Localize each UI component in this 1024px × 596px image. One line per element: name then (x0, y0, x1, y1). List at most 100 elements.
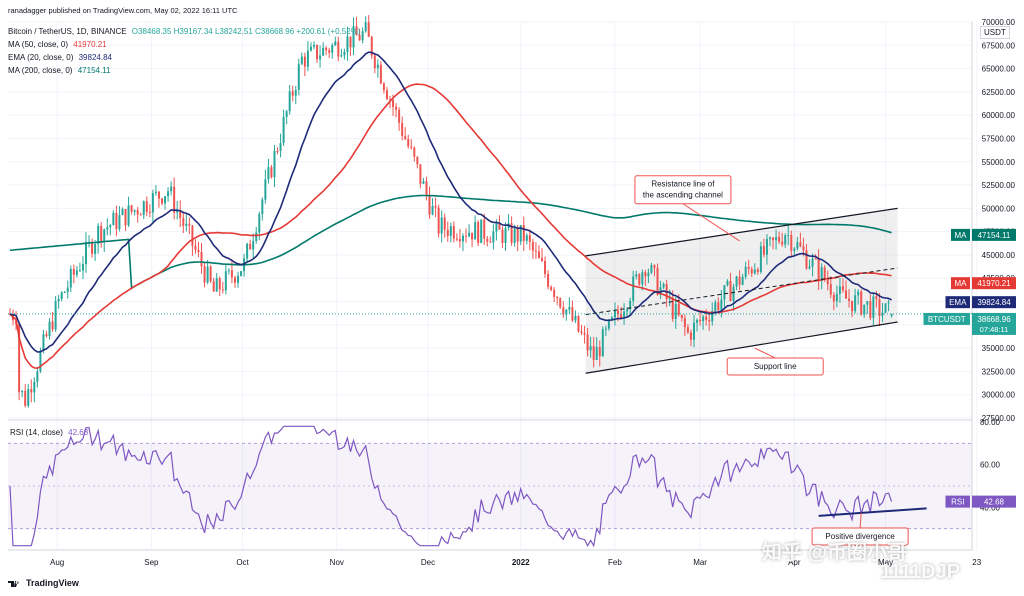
candle-body (215, 278, 218, 292)
currency-selector[interactable]: USDT (980, 26, 1010, 39)
ma50-value: 41970.21 (73, 40, 107, 49)
candle-body (267, 167, 270, 180)
candle-body (33, 381, 36, 393)
mid-channel-line (585, 267, 898, 316)
y-tick-label: 45000.00 (982, 251, 1016, 260)
candle-body (367, 22, 370, 37)
candle-body (264, 179, 267, 200)
support-callout-text: Support line (754, 362, 797, 371)
candle-body (36, 371, 39, 382)
candle-body (103, 229, 106, 242)
candle-body (541, 258, 543, 261)
rsi-line (9, 425, 893, 548)
candle-body (875, 296, 878, 300)
candle-body (729, 281, 732, 302)
candle-body (340, 55, 343, 57)
candle-body (559, 298, 562, 308)
candle-body (574, 315, 577, 321)
x-tick-label: 2022 (512, 558, 530, 567)
candle-body (586, 334, 589, 351)
candle-body (480, 219, 483, 243)
x-tick-label: Nov (330, 558, 344, 567)
candle-body (370, 36, 373, 56)
candle-body (474, 222, 477, 240)
candle-body (778, 236, 781, 242)
candle-body (385, 90, 388, 100)
candle-body (151, 193, 154, 213)
candle-body (468, 232, 471, 237)
candle-body (851, 300, 854, 312)
candle-body (784, 235, 787, 245)
candle-body (653, 265, 656, 268)
x-tick-label: 23 (972, 558, 981, 567)
candle-body (21, 390, 24, 393)
candle-body (300, 56, 303, 65)
watermark-line1: 知乎 @币圈小哥 (762, 542, 908, 564)
candle-body (647, 272, 650, 277)
candle-body (884, 303, 887, 313)
candle-body (793, 248, 796, 251)
ohlc-line: Bitcoin / TetherUS, 1D, BINANCE O38468.3… (8, 27, 360, 36)
support-callout-pointer (754, 347, 776, 359)
candle-body (519, 225, 522, 242)
candle-body (829, 284, 832, 295)
candle-body (416, 156, 419, 165)
candle-body (97, 225, 100, 244)
candle-body (85, 241, 87, 265)
candle-body (30, 389, 33, 393)
ema20-legend[interactable]: EMA (20, close, 0) 39824.84 (8, 53, 112, 62)
candle-body (197, 249, 200, 252)
candle-body (568, 307, 571, 310)
price-badge-tag-label: BTCUSDT (928, 315, 966, 324)
ma200-legend[interactable]: MA (200, close, 0) 47154.11 (8, 66, 111, 75)
candle-body (817, 258, 820, 282)
candle-body (662, 284, 665, 288)
candle-body (182, 218, 185, 226)
candle-body (358, 35, 361, 41)
candle-body (878, 299, 881, 316)
support-callout-box (726, 357, 824, 376)
candle-body (258, 214, 261, 233)
candle-body (866, 301, 869, 305)
candle-body (489, 241, 492, 243)
x-tick-label: Sep (144, 558, 159, 567)
candle-body (805, 250, 808, 269)
candle-body (319, 55, 322, 60)
candle-body (465, 235, 467, 237)
candle-body (705, 316, 708, 320)
candle-body (209, 266, 212, 282)
y-tick-label: 35000.00 (982, 344, 1016, 353)
candle-body (346, 36, 349, 52)
candle-body (212, 281, 215, 292)
candle-body (471, 232, 474, 240)
candle-body (395, 106, 398, 110)
candle-body (449, 226, 452, 236)
x-tick-label: Aug (50, 558, 64, 567)
candle-body (276, 150, 279, 152)
candle-body (577, 315, 580, 332)
candle-body (592, 346, 595, 360)
candle-body (674, 303, 677, 319)
ma50-legend[interactable]: MA (50, close, 0) 41970.21 (8, 40, 107, 49)
candle-body (826, 279, 829, 285)
rsi-legend[interactable]: RSI (14, close) 42.68 (10, 428, 88, 437)
candle-body (683, 317, 686, 328)
candle-body (230, 270, 233, 278)
candle-body (483, 219, 486, 239)
divergence-callout-text: Positive divergence (825, 532, 895, 541)
candle-body (620, 314, 623, 318)
candle-body (382, 83, 385, 91)
candle-body (124, 209, 127, 226)
candle-body (288, 91, 291, 112)
candle-body (422, 181, 425, 184)
x-tick-label: May (878, 558, 893, 567)
candle-body (486, 238, 489, 242)
candle-body (477, 222, 480, 243)
rsi-tick-label: 40.00 (980, 503, 1001, 512)
candle-body (656, 267, 659, 295)
candle-body (413, 147, 416, 157)
candle-body (510, 223, 513, 243)
candle-body (677, 303, 680, 315)
candle-body (841, 286, 844, 291)
